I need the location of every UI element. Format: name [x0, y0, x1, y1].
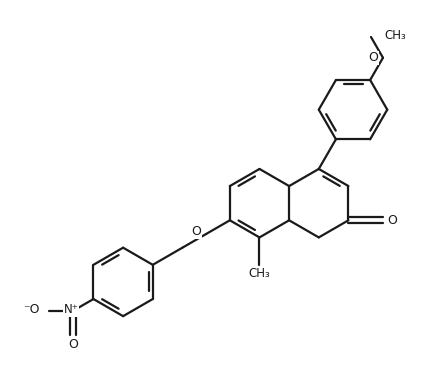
Text: CH₃: CH₃ [249, 267, 270, 280]
Text: O: O [68, 338, 78, 351]
Text: O: O [387, 214, 397, 227]
Text: ⁻O: ⁻O [23, 303, 40, 316]
Text: O: O [192, 225, 201, 238]
Text: CH₃: CH₃ [385, 29, 406, 42]
Text: O: O [368, 51, 378, 64]
Text: N⁺: N⁺ [64, 303, 78, 316]
